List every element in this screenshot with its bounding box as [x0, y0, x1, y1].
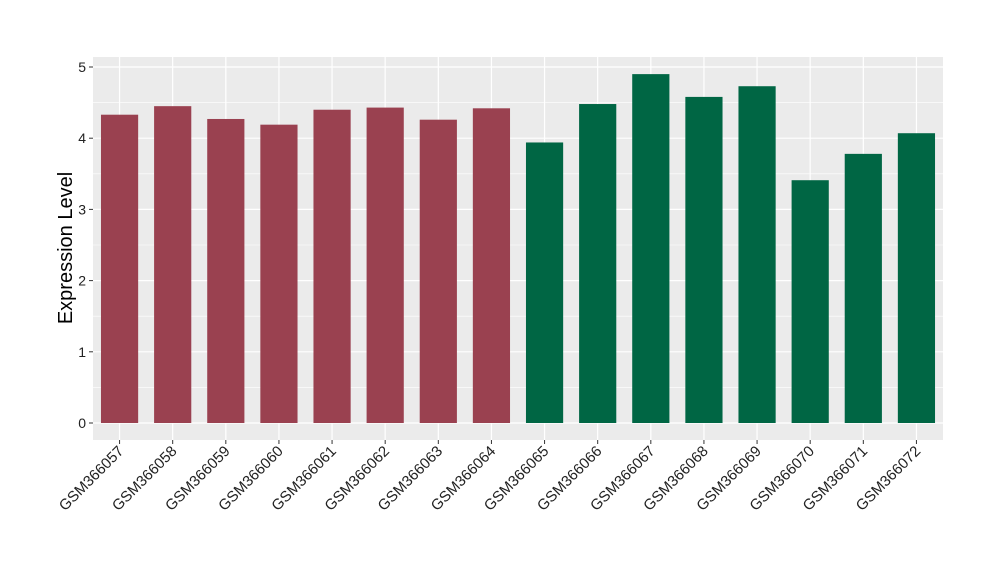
- bar-GSM366072: [897, 133, 936, 423]
- y-tick-label: 2: [78, 273, 86, 289]
- bar-GSM366071: [844, 153, 882, 423]
- x-axis: GSM366057GSM366058GSM366059GSM366060GSM3…: [56, 440, 924, 514]
- bar-GSM366059: [207, 118, 245, 423]
- bar-GSM366067: [632, 74, 670, 424]
- bar-GSM366070: [791, 180, 829, 423]
- bar-GSM366062: [366, 107, 404, 424]
- y-axis: 0 1 2 3 4 5: [78, 59, 93, 431]
- bar-GSM366068: [685, 96, 723, 424]
- bar-GSM366060: [260, 124, 298, 423]
- y-tick-label: 1: [78, 344, 86, 360]
- bar-GSM366057: [100, 114, 139, 423]
- y-axis-label: Expression Level: [55, 172, 77, 324]
- bar-GSM366064: [472, 108, 511, 424]
- y-tick-label: 5: [78, 59, 86, 75]
- bar-GSM366069: [738, 86, 776, 423]
- bar-GSM366063: [419, 119, 457, 424]
- bar-GSM366061: [313, 109, 351, 423]
- y-tick-label: 4: [78, 130, 86, 146]
- bars: [100, 74, 936, 424]
- y-tick-label: 3: [78, 201, 86, 217]
- bar-GSM366058: [154, 106, 192, 423]
- bar-GSM366065: [525, 142, 564, 424]
- y-tick-label: 0: [78, 415, 86, 431]
- bar-GSM366066: [579, 104, 617, 424]
